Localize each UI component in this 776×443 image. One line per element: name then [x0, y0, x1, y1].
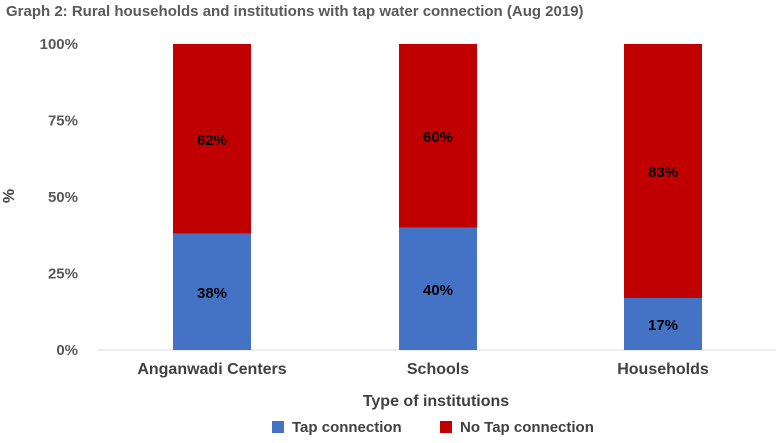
- chart-title: Graph 2: Rural households and institutio…: [6, 3, 584, 20]
- legend-label: No Tap connection: [460, 419, 594, 436]
- data-label: 83%: [648, 164, 678, 181]
- bar-segment: [173, 233, 251, 350]
- x-tick-label: Schools: [407, 361, 469, 378]
- legend-label: Tap connection: [292, 419, 402, 436]
- legend: Tap connection No Tap connection: [272, 419, 594, 436]
- bar-segment: [624, 44, 702, 298]
- data-label: 62%: [197, 132, 227, 149]
- y-axis-ticks: 0% 25% 50% 75% 100%: [40, 36, 78, 359]
- legend-swatch: [272, 421, 284, 433]
- y-tick-label: 25%: [48, 266, 78, 283]
- bar-segment: [624, 297, 702, 350]
- data-label: 40%: [423, 282, 453, 299]
- data-label: 17%: [648, 317, 678, 334]
- y-tick-label: 0%: [56, 342, 78, 359]
- x-axis-ticks: Anganwadi Centers Schools Households: [137, 361, 709, 378]
- y-tick-label: 50%: [48, 189, 78, 206]
- bar-segment: [399, 227, 477, 350]
- y-tick-label: 75%: [48, 113, 78, 130]
- x-tick-label: Anganwadi Centers: [137, 361, 286, 378]
- y-axis-label: %: [1, 189, 18, 203]
- bars: 38% 62% 40% 60% 17% 83%: [173, 44, 702, 350]
- data-label: 38%: [197, 285, 227, 302]
- data-label: 60%: [423, 129, 453, 146]
- bar-segment: [399, 44, 477, 228]
- legend-swatch: [440, 421, 452, 433]
- bar-segment: [173, 44, 251, 234]
- y-tick-label: 100%: [40, 36, 78, 53]
- x-tick-label: Households: [617, 361, 709, 378]
- x-axis-label: Type of institutions: [363, 393, 509, 410]
